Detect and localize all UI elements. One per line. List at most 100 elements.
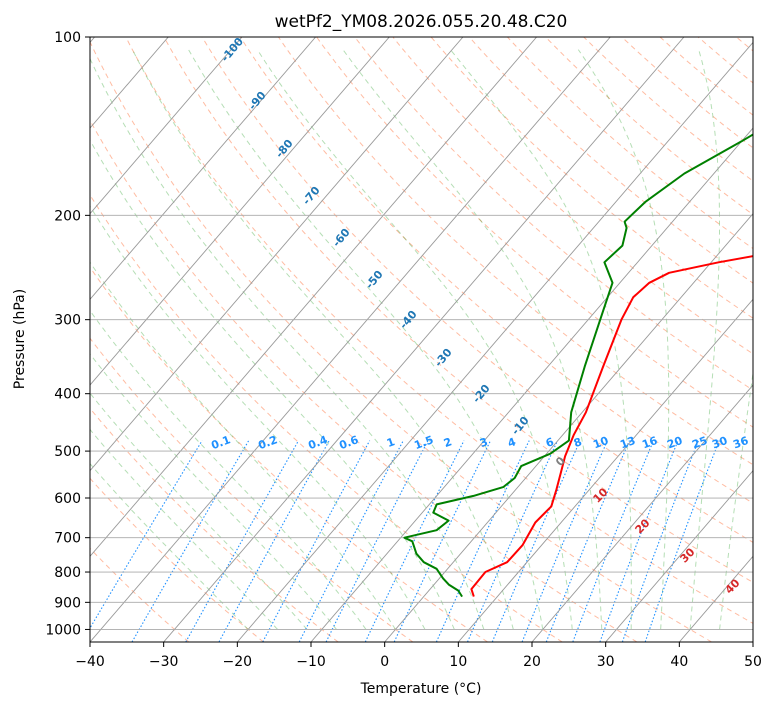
dry-adiabat-line	[90, 119, 638, 642]
mixing-ratio-line	[298, 440, 404, 642]
x-tick-label: −30	[149, 654, 179, 670]
mixing-ratio-label: 8	[572, 435, 584, 450]
y-axis-ticks: 100 200 300 400 500 600 700 800 900 1000	[45, 30, 90, 638]
isotherm-line	[236, 41, 753, 642]
isotherm-line	[90, 37, 464, 472]
dry-adiabat-line	[392, 37, 753, 355]
dry-adiabat-line	[468, 37, 753, 284]
mixing-ratio-line	[218, 440, 330, 642]
moist-adiabat-line	[90, 205, 426, 630]
mixing-ratio-line	[393, 440, 491, 642]
x-tick-label: 0	[380, 654, 389, 670]
dry-adiabat-line	[545, 37, 753, 216]
x-axis-label: Temperature (°C)	[360, 681, 482, 697]
dry-adiabat-line	[90, 477, 264, 642]
dry-adiabat-line	[90, 266, 488, 642]
mixing-ratio-line	[131, 440, 250, 642]
dry-adiabat-line	[90, 337, 414, 642]
mixing-ratio-label: 13	[618, 434, 637, 451]
mixing-ratio-line	[90, 440, 203, 630]
y-tick-label: 1000	[45, 622, 81, 638]
dry-adiabat-line	[90, 40, 712, 642]
mixing-ratio-line	[466, 440, 559, 642]
mixing-ratio-label: 0.4	[306, 433, 329, 452]
moist-adiabat-line	[90, 139, 455, 630]
x-tick-label: −10	[296, 654, 326, 670]
y-tick-label: 900	[54, 595, 81, 611]
moist-adiabat-line	[450, 49, 632, 630]
mixing-ratio-line	[599, 440, 679, 642]
isotherm-line	[90, 37, 316, 301]
y-tick-label: 300	[54, 313, 81, 329]
mixing-ratio-line	[262, 440, 371, 642]
chart-title: wetPf2_YM08.2026.055.20.48.C20	[275, 12, 568, 32]
mixing-ratio-label: 16	[640, 434, 659, 452]
x-tick-label: 40	[670, 654, 688, 670]
mixing-ratio-line	[545, 440, 630, 642]
moist-adiabat-line	[689, 49, 720, 630]
mixing-ratio-label: 4	[506, 435, 518, 450]
x-tick-label: 10	[449, 654, 467, 670]
moist-adiabat-line	[342, 49, 603, 630]
mixing-ratio-line	[491, 440, 581, 642]
mixing-ratio-label: 30	[710, 434, 729, 452]
dry-adiabat-line	[90, 194, 563, 642]
mixing-ratio-label: 1	[385, 435, 397, 450]
background-lines	[90, 37, 753, 642]
dry-adiabat-line	[316, 37, 753, 428]
isotherm-line	[163, 37, 685, 642]
isotherm-line	[90, 37, 243, 215]
x-tick-label: 30	[597, 654, 615, 670]
isotherm-line	[384, 213, 753, 642]
dry-adiabat-line	[201, 37, 753, 543]
isotherm-line	[90, 37, 537, 558]
x-tick-label: 50	[744, 654, 762, 670]
dry-adiabat-line	[354, 37, 753, 391]
mixing-ratio-label: 25	[690, 434, 709, 451]
dewpoint-trace	[403, 133, 753, 598]
dry-adiabat-line	[239, 37, 753, 504]
isotherm-line	[531, 384, 753, 642]
mixing-ratio-label: 1.5	[412, 433, 435, 452]
y-tick-label: 800	[54, 565, 81, 581]
x-tick-label: 20	[523, 654, 541, 670]
isotherm-line	[605, 469, 753, 642]
x-axis-ticks: −40 −30 −20 −10 0 10 20 30 40 50	[75, 642, 762, 670]
isotherm-line	[90, 37, 611, 642]
dry-adiabat-line	[583, 37, 753, 182]
dry-adiabat-line	[125, 37, 753, 624]
mixing-ratio-label: 3	[478, 435, 490, 450]
mixing-ratio-line	[521, 440, 608, 642]
mixing-ratio-label: 0.1	[209, 433, 232, 452]
y-tick-label: 600	[54, 491, 81, 507]
y-tick-label: 200	[54, 208, 81, 224]
isotherm-line	[310, 127, 753, 642]
mixing-ratio-label: 0.6	[337, 433, 360, 452]
mixing-ratio-line	[621, 440, 700, 642]
y-axis-label: Pressure (hPa)	[12, 289, 28, 389]
mixing-ratio-label: 20	[665, 434, 684, 452]
moist-adiabat-line	[90, 353, 337, 630]
y-tick-label: 700	[54, 531, 81, 547]
dry-adiabat-line	[507, 37, 753, 250]
dry-adiabat-line	[277, 37, 753, 466]
grid-lines	[90, 37, 753, 642]
mixing-ratio-line	[644, 440, 720, 642]
mixing-ratio-label: 10	[591, 434, 610, 452]
moist-adiabat-line	[90, 57, 485, 630]
moist-adiabat-line	[90, 462, 249, 630]
moist-adiabat-line	[90, 261, 396, 630]
mixing-ratio-label: 0.2	[256, 433, 279, 452]
dry-adiabat-line	[163, 37, 753, 583]
mixing-ratio-line	[364, 440, 465, 642]
y-tick-label: 500	[54, 444, 81, 460]
temperature-trace	[470, 255, 753, 597]
x-tick-label: −20	[223, 654, 253, 670]
plot-frame	[89, 36, 754, 643]
isotherm-line	[752, 641, 753, 642]
sounding-traces	[403, 133, 753, 598]
plot-area	[90, 37, 753, 642]
mixing-ratio-label: 6	[544, 435, 556, 450]
isotherm-line	[457, 298, 753, 642]
